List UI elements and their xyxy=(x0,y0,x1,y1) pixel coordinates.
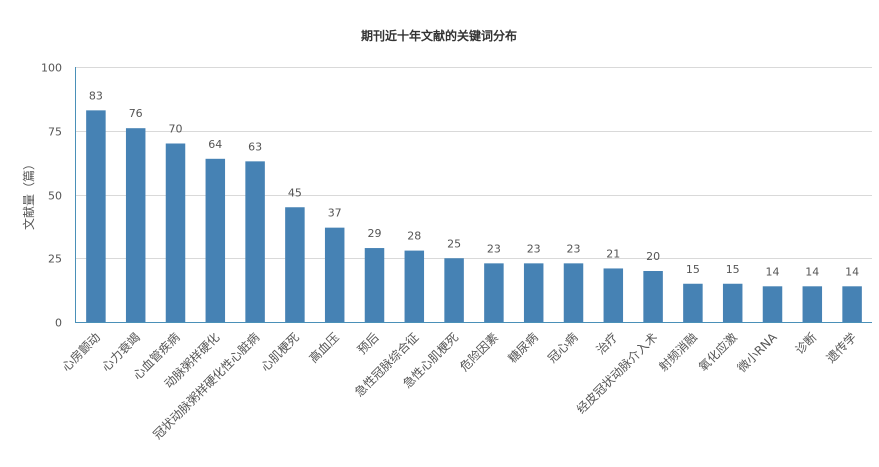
x-tick-label: 冠心病 xyxy=(545,330,581,366)
data-label: 20 xyxy=(646,250,660,263)
data-label: 76 xyxy=(129,107,143,120)
gridlines xyxy=(76,67,872,259)
bar xyxy=(523,263,544,322)
data-label: 37 xyxy=(328,207,342,220)
x-tick-label: 危险因素 xyxy=(456,330,501,375)
data-label: 29 xyxy=(368,227,382,240)
bar xyxy=(444,258,464,322)
data-label: 15 xyxy=(686,263,700,276)
data-label: 70 xyxy=(169,123,183,136)
x-tick-label: 诊断 xyxy=(792,330,820,358)
data-label: 23 xyxy=(567,242,581,255)
data-label: 25 xyxy=(447,237,461,250)
y-tick-label: 25 xyxy=(48,253,62,266)
data-label: 14 xyxy=(805,265,819,278)
data-label: 23 xyxy=(527,242,541,255)
bar xyxy=(563,263,584,322)
data-label: 14 xyxy=(766,265,780,278)
bar xyxy=(603,268,624,322)
data-labels: 83 76 70 64 63 45 37 29 28 25 23 23 23 21 20 15 15 14 14 14 xyxy=(89,89,859,278)
bar xyxy=(125,128,146,322)
data-label: 14 xyxy=(845,265,859,278)
x-tick-label: 糖尿病 xyxy=(505,330,541,366)
chart-title: 期刊近十年文献的关键词分布 xyxy=(361,28,517,43)
bar xyxy=(324,227,345,322)
data-label: 28 xyxy=(407,230,421,243)
data-label: 23 xyxy=(487,242,501,255)
bar xyxy=(205,158,226,322)
x-tick-label: 微小RNA xyxy=(735,330,780,375)
y-axis-ticks: 0 25 50 75 100 xyxy=(41,62,62,330)
x-tick-label: 心房颤动 xyxy=(58,330,103,375)
y-tick-label: 0 xyxy=(55,317,62,330)
data-label: 83 xyxy=(89,89,103,102)
bar xyxy=(802,286,823,322)
bar xyxy=(245,161,265,322)
bar xyxy=(722,283,743,322)
data-label: 64 xyxy=(208,138,222,151)
bar xyxy=(86,110,106,322)
bars xyxy=(86,110,862,322)
y-tick-label: 50 xyxy=(48,190,62,203)
data-label: 15 xyxy=(726,263,740,276)
bar xyxy=(165,143,186,322)
x-tick-label: 预后 xyxy=(355,330,382,357)
y-tick-label: 75 xyxy=(48,126,62,139)
x-tick-label: 高血压 xyxy=(306,330,342,366)
y-axis-label: 文献量（篇） xyxy=(21,158,36,230)
data-label: 63 xyxy=(248,140,262,153)
x-tick-label: 氧化应激 xyxy=(695,330,740,375)
bar xyxy=(484,263,504,322)
bar xyxy=(643,271,663,322)
x-tick-label: 射频消融 xyxy=(655,330,700,375)
bar xyxy=(762,286,783,322)
y-tick-label: 100 xyxy=(41,62,62,75)
bar xyxy=(364,248,385,322)
data-label: 21 xyxy=(606,247,620,260)
x-tick-label: 心肌梗死 xyxy=(257,330,302,375)
x-tick-label: 治疗 xyxy=(594,330,621,357)
data-label: 45 xyxy=(288,186,302,199)
bar xyxy=(404,250,425,322)
bar xyxy=(683,283,703,322)
bar xyxy=(285,207,305,322)
bar xyxy=(842,286,862,322)
x-tick-label: 遗传学 xyxy=(823,330,859,366)
